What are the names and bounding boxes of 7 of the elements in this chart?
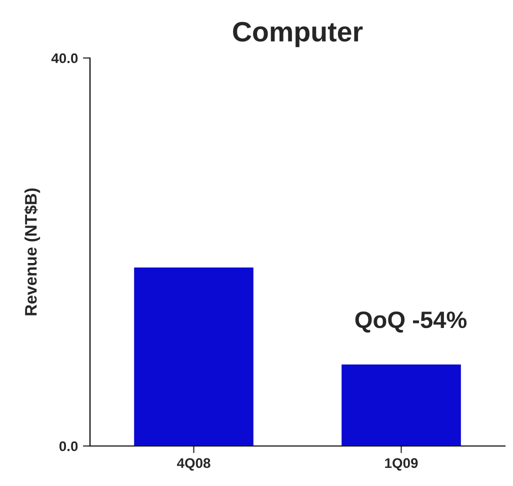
y-axis-title: Revenue (NT$B) [24, 188, 40, 316]
annotation: QoQ -54% [355, 311, 467, 333]
x-tick-label: 1Q09 [385, 458, 418, 471]
y-tick-label: 40.0 [51, 53, 78, 64]
x-tick-label: 4Q08 [176, 458, 210, 471]
y-tick-label: 0.0 [59, 441, 78, 452]
chart-title: Computer [233, 22, 363, 48]
